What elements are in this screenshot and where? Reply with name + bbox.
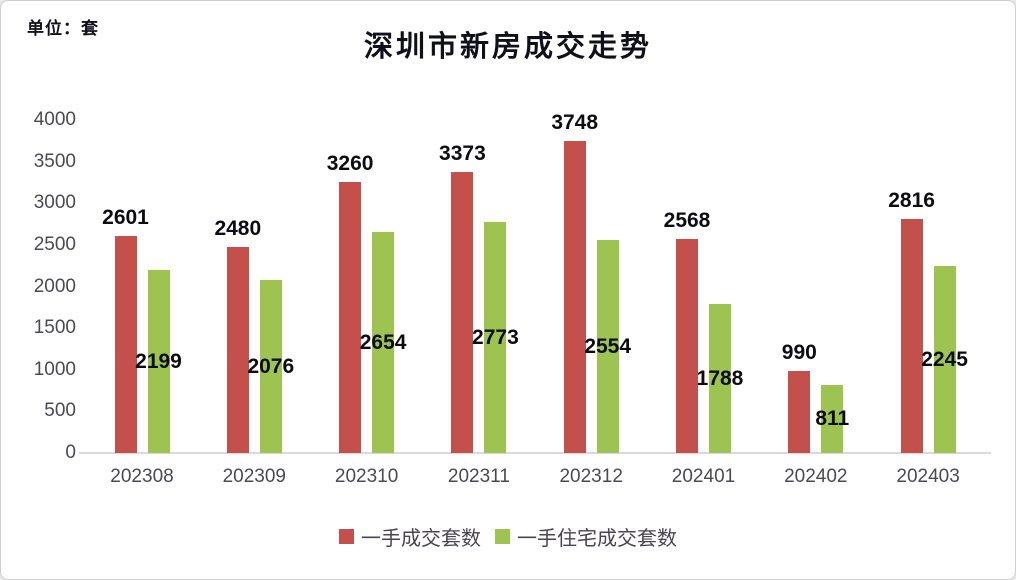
y-axis-tick-label: 4000	[33, 109, 76, 130]
bar-residential-sales	[484, 222, 507, 453]
bar-value-label: 2816	[888, 189, 935, 212]
bar-value-label: 2199	[135, 350, 182, 373]
bar-value-label: 3260	[326, 152, 374, 175]
y-axis-tick-label: 1000	[33, 358, 76, 380]
bar-total-sales	[900, 219, 923, 453]
legend-item-residential-sales: 一手住宅成交套数	[495, 522, 677, 551]
unit-label: 单位：套	[27, 19, 99, 38]
bar-value-label: 2554	[584, 335, 632, 358]
bar-value-label: 3373	[439, 142, 486, 165]
bar-value-label: 2076	[247, 355, 295, 378]
bar-residential-sales	[821, 385, 844, 453]
y-axis-tick-label: 1500	[33, 317, 76, 339]
x-axis-tick-label: 202402	[784, 466, 848, 487]
legend-swatch-green	[495, 529, 510, 544]
bar-value-label: 2245	[921, 348, 968, 371]
bar-value-label: 1788	[696, 367, 744, 390]
x-axis-tick-label: 202308	[110, 466, 174, 487]
legend-label: 一手成交套数	[361, 528, 481, 550]
y-axis-tick-label: 2000	[33, 275, 76, 297]
bar-value-label: 990	[781, 341, 817, 364]
bar-total-sales	[339, 182, 362, 453]
bar-value-label: 3748	[551, 111, 599, 134]
bar-total-sales	[676, 239, 698, 453]
x-axis-tick-label: 202309	[222, 466, 286, 487]
bar-total-sales	[226, 247, 249, 453]
bar-value-label: 2654	[359, 331, 407, 354]
legend-label: 一手住宅成交套数	[517, 528, 677, 550]
x-axis-tick-label: 202311	[447, 466, 510, 487]
y-axis-tick-label: 3000	[33, 192, 76, 214]
bar-total-sales	[451, 172, 474, 453]
bar-value-label: 2773	[472, 326, 519, 349]
bar-residential-sales	[372, 232, 395, 453]
bar-value-label: 811	[815, 407, 850, 430]
x-axis-line	[79, 452, 991, 454]
y-axis-tick-label: 3500	[33, 150, 76, 172]
bar-total-sales	[563, 141, 586, 453]
bar-residential-sales	[259, 280, 282, 453]
legend: 一手成交套数 一手住宅成交套数	[1, 522, 1015, 551]
legend-item-total-sales: 一手成交套数	[339, 522, 481, 551]
legend-swatch-red	[339, 529, 354, 544]
y-axis-tick-label: 2500	[33, 233, 76, 255]
bar-residential-sales	[596, 240, 619, 453]
x-axis-tick-label: 202403	[896, 466, 960, 487]
bar-total-sales	[788, 371, 811, 453]
x-axis-tick-label: 202401	[671, 466, 736, 487]
bar-value-label: 2568	[663, 209, 711, 232]
bar-value-label: 2601	[102, 206, 149, 229]
y-axis-tick-label: 0	[65, 442, 76, 463]
bar-residential-sales	[933, 266, 956, 453]
chart-title: 深圳市新房成交走势	[363, 31, 652, 63]
x-axis-tick-label: 202310	[334, 466, 399, 487]
bar-residential-sales	[709, 304, 731, 453]
bar-value-label: 2480	[214, 217, 262, 240]
bar-total-sales	[114, 236, 137, 453]
y-axis-tick-label: 500	[44, 400, 76, 422]
x-axis-tick-label: 202312	[559, 466, 623, 487]
bar-residential-sales	[147, 270, 170, 453]
